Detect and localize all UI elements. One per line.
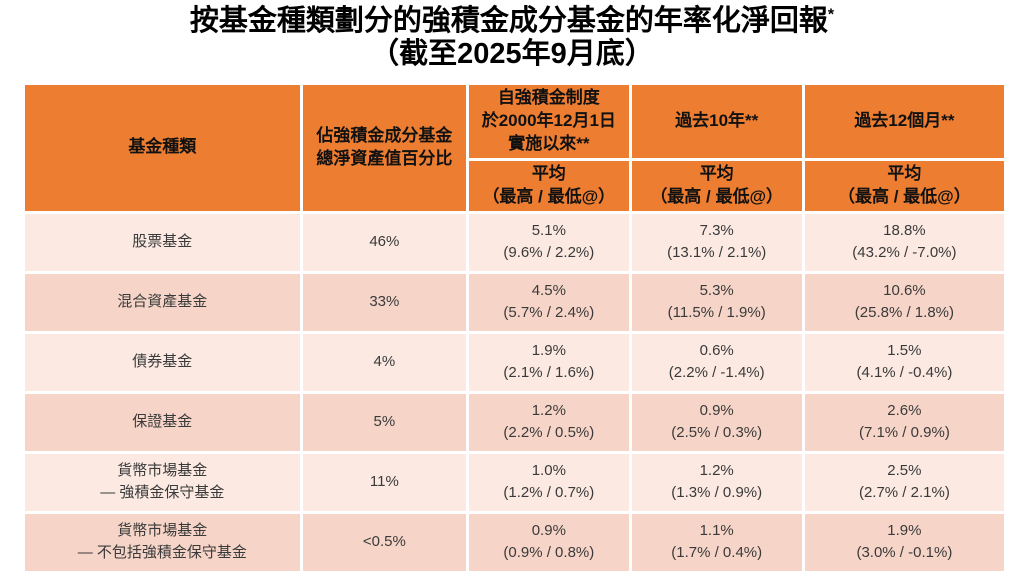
cell-return-12m: 10.6% (25.8% / 1.8%) — [804, 273, 1004, 331]
cell-return-10y: 5.3% (11.5% / 1.9%) — [631, 273, 802, 331]
header-cell-avg-10y: 平均 （最高 / 最低@） — [631, 160, 802, 211]
cell-nav-share: 33% — [302, 273, 467, 331]
cell-return-10y: 0.6% (2.2% / -1.4%) — [631, 333, 802, 391]
cell-return-12m: 18.8% (43.2% / -7.0%) — [804, 213, 1004, 271]
cell-return-10y: 7.3% (13.1% / 2.1%) — [631, 213, 802, 271]
cell-fund-name: 貨幣市場基金 — 強積金保守基金 — [25, 453, 300, 511]
page-title-line1: 按基金種類劃分的強積金成分基金的年率化淨回報* — [0, 5, 1024, 38]
cell-return-since: 1.0% (1.2% / 0.7%) — [469, 453, 629, 511]
table-row-guaranteed-fund: 保證基金 5% 1.2% (2.2% / 0.5%) 0.9% (2.5% / … — [25, 393, 1004, 451]
header-row-average: 平均 （最高 / 最低@） 平均 （最高 / 最低@） 平均 （最高 / 最低@… — [25, 160, 1004, 211]
cell-nav-share: 11% — [302, 453, 467, 511]
header-row-periods: 基金種類 佔強積金成分基金 總淨資產值百分比 自強積金制度 於2000年12月1… — [25, 85, 1004, 211]
table-row-money-market-other-fund: 貨幣市場基金 — 不包括強積金保守基金 <0.5% 0.9% (0.9% / 0… — [25, 513, 1004, 571]
cell-return-12m: 2.5% (2.7% / 2.1%) — [804, 453, 1004, 511]
cell-return-10y: 1.1% (1.7% / 0.4%) — [631, 513, 802, 571]
cell-fund-name: 股票基金 — [25, 213, 300, 271]
header-cell-avg-since: 平均 （最高 / 最低@） — [469, 160, 629, 211]
header-cell-period-10y: 過去10年** — [631, 85, 802, 158]
header-cell-fund-type: 基金種類 — [25, 85, 300, 211]
cell-nav-share: 5% — [302, 393, 467, 451]
cell-nav-share: <0.5% — [302, 513, 467, 571]
table-row-bond-fund: 債券基金 4% 1.9% (2.1% / 1.6%) 0.6% (2.2% / … — [25, 333, 1004, 391]
table-row-mixed-assets-fund: 混合資產基金 33% 4.5% (5.7% / 2.4%) 5.3% (11.5… — [25, 273, 1004, 331]
cell-return-since: 5.1% (9.6% / 2.2%) — [469, 213, 629, 271]
cell-return-12m: 1.9% (3.0% / -0.1%) — [804, 513, 1004, 571]
cell-nav-share: 46% — [302, 213, 467, 271]
cell-return-since: 4.5% (5.7% / 2.4%) — [469, 273, 629, 331]
cell-return-since: 1.2% (2.2% / 0.5%) — [469, 393, 629, 451]
cell-fund-name: 混合資產基金 — [25, 273, 300, 331]
cell-return-since: 1.9% (2.1% / 1.6%) — [469, 333, 629, 391]
cell-return-since: 0.9% (0.9% / 0.8%) — [469, 513, 629, 571]
header-cell-avg-12m: 平均 （最高 / 最低@） — [804, 160, 1004, 211]
table-row-equity-fund: 股票基金 46% 5.1% (9.6% / 2.2%) 7.3% (13.1% … — [25, 213, 1004, 271]
header-cell-nav-share: 佔強積金成分基金 總淨資產值百分比 — [302, 85, 467, 211]
footnote-asterisk: * — [827, 6, 835, 24]
cell-return-12m: 2.6% (7.1% / 0.9%) — [804, 393, 1004, 451]
cell-return-12m: 1.5% (4.1% / -0.4%) — [804, 333, 1004, 391]
page-title: 按基金種類劃分的強積金成分基金的年率化淨回報* （截至2025年9月底） — [0, 5, 1024, 72]
cell-fund-name: 貨幣市場基金 — 不包括強積金保守基金 — [25, 513, 300, 571]
table-row-money-market-conservative-fund: 貨幣市場基金 — 強積金保守基金 11% 1.0% (1.2% / 0.7%) … — [25, 453, 1004, 511]
cell-return-10y: 1.2% (1.3% / 0.9%) — [631, 453, 802, 511]
cell-nav-share: 4% — [302, 333, 467, 391]
header-cell-period-since: 自強積金制度 於2000年12月1日 實施以來** — [469, 85, 629, 158]
page-title-line1-text: 按基金種類劃分的強積金成分基金的年率化淨回報 — [189, 5, 828, 37]
page-title-line2: （截至2025年9月底） — [370, 38, 654, 71]
cell-return-10y: 0.9% (2.5% / 0.3%) — [631, 393, 802, 451]
cell-fund-name: 債券基金 — [25, 333, 300, 391]
header-cell-period-12m: 過去12個月** — [804, 85, 1004, 158]
cell-fund-name: 保證基金 — [25, 393, 300, 451]
fund-returns-table: 基金種類 佔強積金成分基金 總淨資產值百分比 自強積金制度 於2000年12月1… — [22, 82, 1007, 574]
